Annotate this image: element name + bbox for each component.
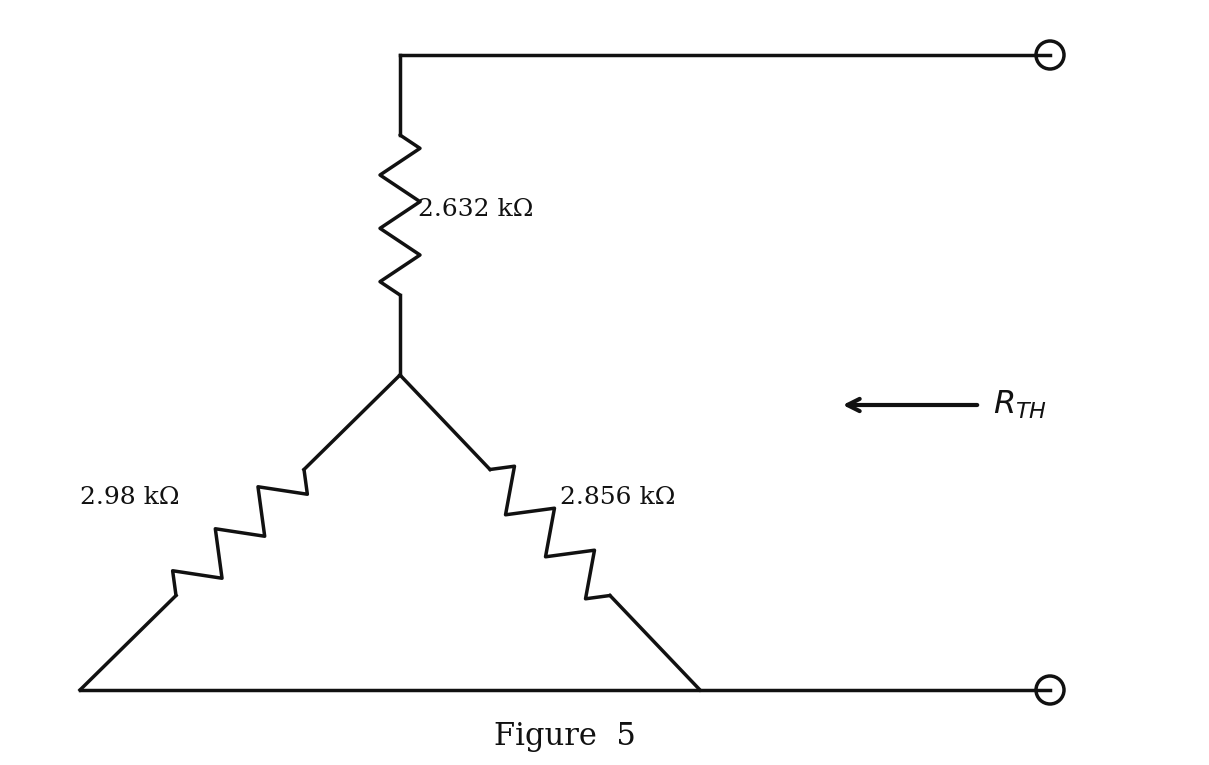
Text: 2.856 kΩ: 2.856 kΩ [560,486,676,509]
Text: 2.632 kΩ: 2.632 kΩ [418,198,533,222]
Text: $R_{TH}$: $R_{TH}$ [993,389,1047,422]
Text: Figure  5: Figure 5 [494,721,636,753]
Text: 2.98 kΩ: 2.98 kΩ [80,486,179,509]
